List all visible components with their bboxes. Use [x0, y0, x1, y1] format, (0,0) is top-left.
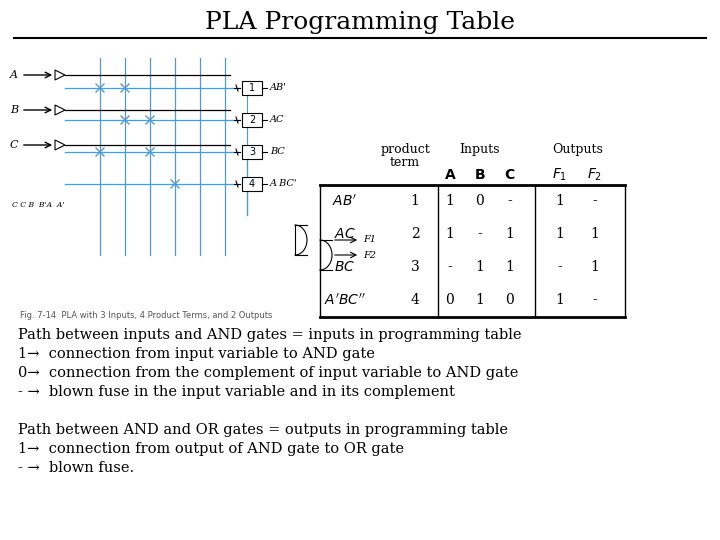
Text: -: - [593, 293, 598, 307]
Text: 1: 1 [556, 194, 564, 208]
Text: AC: AC [270, 116, 284, 125]
Text: product: product [380, 144, 430, 157]
Text: $AC$: $AC$ [334, 227, 356, 241]
Text: 0: 0 [476, 194, 485, 208]
Text: 3: 3 [410, 260, 419, 274]
Text: Fig. 7-14  PLA with 3 Inputs, 4 Product Terms, and 2 Outputs: Fig. 7-14 PLA with 3 Inputs, 4 Product T… [20, 310, 272, 320]
Text: term: term [390, 157, 420, 170]
Text: F1: F1 [363, 235, 376, 245]
Text: 0→  connection from the complement of input variable to AND gate: 0→ connection from the complement of inp… [18, 366, 518, 380]
Text: $F_1$: $F_1$ [552, 167, 567, 183]
Text: Inputs: Inputs [460, 144, 500, 157]
Text: 1: 1 [476, 260, 485, 274]
Polygon shape [55, 105, 65, 115]
Text: -: - [508, 194, 513, 208]
Text: F2: F2 [363, 251, 376, 260]
Polygon shape [55, 140, 65, 150]
Polygon shape [55, 70, 65, 80]
Text: $A'BC''$: $A'BC''$ [324, 292, 366, 308]
Text: 2: 2 [249, 115, 255, 125]
Text: $\mathbf{A}$: $\mathbf{A}$ [444, 168, 456, 182]
FancyBboxPatch shape [242, 177, 262, 191]
Text: 1→  connection from output of AND gate to OR gate: 1→ connection from output of AND gate to… [18, 442, 404, 456]
Text: 1: 1 [590, 227, 600, 241]
Text: -: - [593, 194, 598, 208]
Text: A: A [10, 70, 18, 80]
Text: C: C [9, 140, 18, 150]
Text: $BC$: $BC$ [334, 260, 356, 274]
Text: 0: 0 [446, 293, 454, 307]
Text: Path between inputs and AND gates = inputs in programming table: Path between inputs and AND gates = inpu… [18, 328, 521, 342]
Text: 1→  connection from input variable to AND gate: 1→ connection from input variable to AND… [18, 347, 375, 361]
Text: 1: 1 [476, 293, 485, 307]
Text: 1: 1 [505, 227, 514, 241]
Text: 1: 1 [556, 227, 564, 241]
Text: Outputs: Outputs [552, 144, 603, 157]
Text: $\mathbf{B}$: $\mathbf{B}$ [474, 168, 486, 182]
Text: 1: 1 [556, 293, 564, 307]
Text: 1: 1 [446, 194, 454, 208]
FancyBboxPatch shape [242, 113, 262, 127]
Text: 1: 1 [505, 260, 514, 274]
Text: C C B  B'A  A': C C B B'A A' [12, 201, 65, 209]
FancyBboxPatch shape [242, 81, 262, 95]
Text: 1: 1 [446, 227, 454, 241]
Text: AB': AB' [270, 84, 287, 92]
Text: 1: 1 [410, 194, 420, 208]
Text: Path between AND and OR gates = outputs in programming table: Path between AND and OR gates = outputs … [18, 423, 508, 437]
Text: 1: 1 [590, 260, 600, 274]
Text: - →  blown fuse.: - → blown fuse. [18, 461, 134, 475]
Text: $F_2$: $F_2$ [588, 167, 603, 183]
Text: -: - [448, 260, 452, 274]
Text: B: B [10, 105, 18, 115]
Text: PLA Programming Table: PLA Programming Table [205, 10, 515, 33]
Text: $AB'$: $AB'$ [333, 193, 358, 208]
Text: 3: 3 [249, 147, 255, 157]
Text: - →  blown fuse in the input variable and in its complement: - → blown fuse in the input variable and… [18, 385, 455, 399]
Text: 1: 1 [249, 83, 255, 93]
Text: -: - [557, 260, 562, 274]
FancyBboxPatch shape [242, 145, 262, 159]
Text: 2: 2 [410, 227, 419, 241]
Text: 4: 4 [410, 293, 420, 307]
Text: $\mathbf{C}$: $\mathbf{C}$ [504, 168, 516, 182]
Text: A BC': A BC' [270, 179, 297, 188]
Text: -: - [477, 227, 482, 241]
Text: BC: BC [270, 147, 284, 157]
Text: 4: 4 [249, 179, 255, 189]
Text: 0: 0 [505, 293, 514, 307]
